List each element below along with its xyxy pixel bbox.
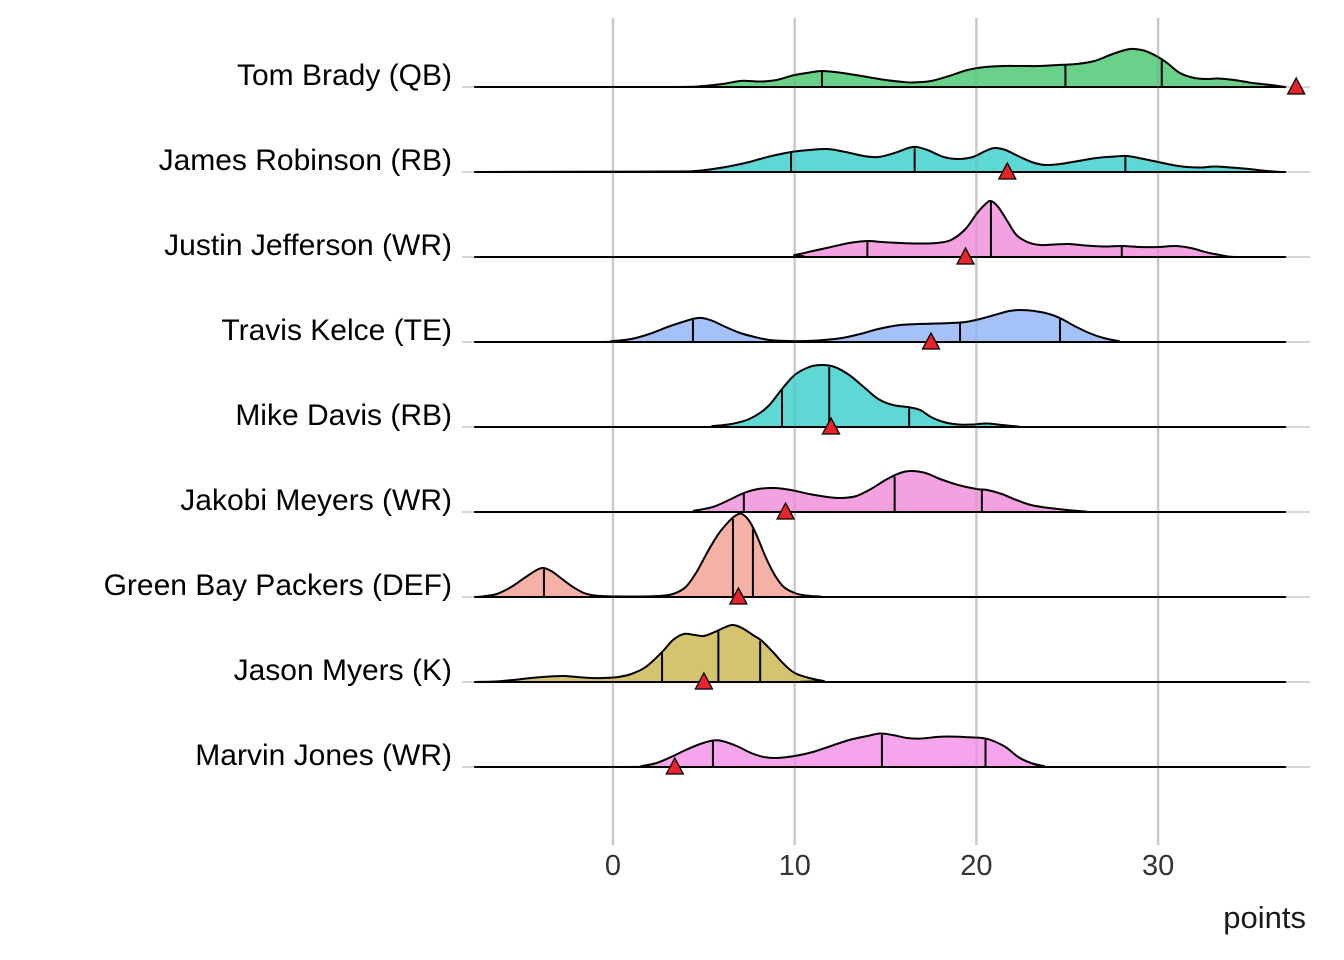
row-label-green-bay-packers-def: Green Bay Packers (DEF) [104,569,452,602]
row-label-travis-kelce-te: Travis Kelce (TE) [221,314,452,347]
density-jason-myers-k [473,623,1287,684]
actual-points-marker-tom-brady-qb [1286,76,1306,95]
x-axis-title: points [1223,900,1306,935]
row-label-tom-brady-qb: Tom Brady (QB) [237,59,452,92]
row-label-justin-jefferson-wr: Justin Jefferson (WR) [164,229,452,262]
ridge-row-jakobi-meyers-wr [462,470,1310,520]
density-james-robinson-rb [473,145,1287,174]
ridge-row-green-bay-packers-def [462,512,1310,605]
x-tick-label-20: 20 [960,850,992,882]
actual-points-marker-travis-kelce-te [921,331,941,350]
row-label-marvin-jones-wr: Marvin Jones (WR) [195,739,452,772]
ridge-row-travis-kelce-te [462,309,1310,350]
density-travis-kelce-te [473,309,1287,344]
density-green-bay-packers-def [473,512,1287,599]
density-justin-jefferson-wr [473,199,1287,259]
actual-points-marker-jakobi-meyers-wr [776,501,796,520]
ridge-row-jason-myers-k [462,623,1310,690]
actual-points-marker-marvin-jones-wr [665,756,685,775]
density-marvin-jones-wr [473,732,1287,769]
x-tick-label-0: 0 [605,850,621,882]
x-tick-label-10: 10 [779,850,811,882]
density-tom-brady-qb [473,47,1287,89]
actual-points-marker-green-bay-packers-def [728,586,748,605]
x-tick-label-30: 30 [1142,850,1174,882]
ridge-row-marvin-jones-wr [462,732,1310,775]
actual-points-marker-jason-myers-k [694,671,714,690]
ridge-row-justin-jefferson-wr [462,199,1310,265]
row-label-jakobi-meyers-wr: Jakobi Meyers (WR) [180,484,452,517]
density-mike-davis-rb [473,364,1287,429]
actual-points-marker-justin-jefferson-wr [955,246,976,265]
density-jakobi-meyers-wr [473,470,1287,514]
actual-points-marker-james-robinson-rb [997,161,1017,180]
ridge-row-tom-brady-qb [462,47,1310,95]
actual-points-marker-mike-davis-rb [821,416,841,435]
row-label-jason-myers-k: Jason Myers (K) [234,654,452,687]
ridge-row-mike-davis-rb [462,364,1310,435]
row-label-james-robinson-rb: James Robinson (RB) [159,144,452,177]
ridge-row-james-robinson-rb [462,145,1310,180]
row-label-mike-davis-rb: Mike Davis (RB) [235,399,452,432]
